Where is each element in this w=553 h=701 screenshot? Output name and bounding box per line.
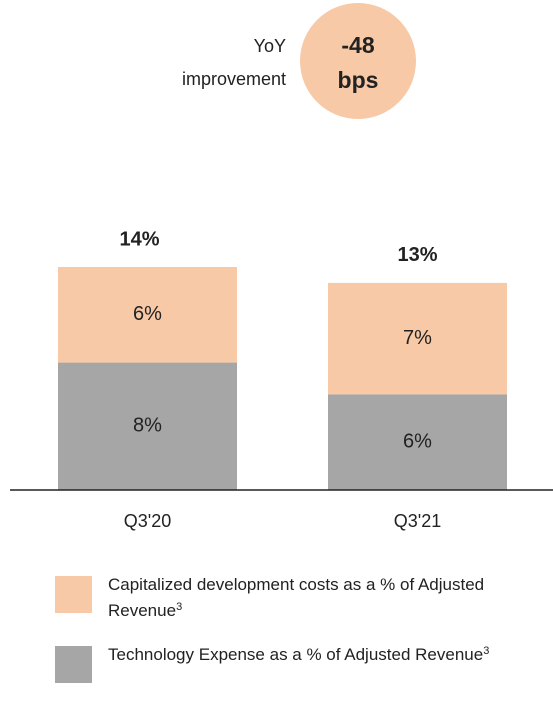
chart: YoY improvement -48 bps 8% 6% 14% Q3'20 6% 7%… — [10, 3, 553, 531]
legend-item: Capitalized development costs as a % of … — [55, 572, 553, 624]
legend-swatch — [55, 576, 92, 613]
data-label: 6% — [133, 303, 162, 325]
x-tick-label: Q3'21 — [394, 511, 441, 531]
legend-label: Capitalized development costs as a % of … — [108, 575, 485, 620]
annotation-unit: bps — [338, 67, 379, 93]
annotation-label: YoY — [254, 36, 286, 56]
total-label: 13% — [397, 244, 437, 266]
footnote-mark: 3 — [176, 601, 183, 613]
legend-item: Technology Expense as a % of Adjusted Re… — [55, 642, 553, 683]
annotation-value: -48 — [341, 32, 374, 58]
legend-label: Technology Expense as a % of Adjusted Re… — [108, 645, 484, 664]
total-label: 14% — [119, 228, 159, 250]
annotation-badge — [300, 3, 416, 119]
data-label: 6% — [403, 430, 432, 452]
legend: Capitalized development costs as a % of … — [55, 572, 553, 701]
bar-segment — [328, 282, 507, 395]
bar-segment — [58, 267, 237, 363]
data-label: 8% — [133, 415, 162, 437]
bar-segment — [328, 394, 507, 490]
x-tick-label: Q3'20 — [124, 511, 171, 531]
bar-segment — [58, 362, 237, 490]
legend-text: Technology Expense as a % of Adjusted Re… — [108, 642, 538, 668]
legend-swatch — [55, 646, 92, 683]
annotation-label: improvement — [182, 69, 286, 89]
data-label: 7% — [403, 327, 432, 349]
legend-text: Capitalized development costs as a % of … — [108, 572, 538, 624]
footnote-mark: 3 — [483, 645, 490, 657]
